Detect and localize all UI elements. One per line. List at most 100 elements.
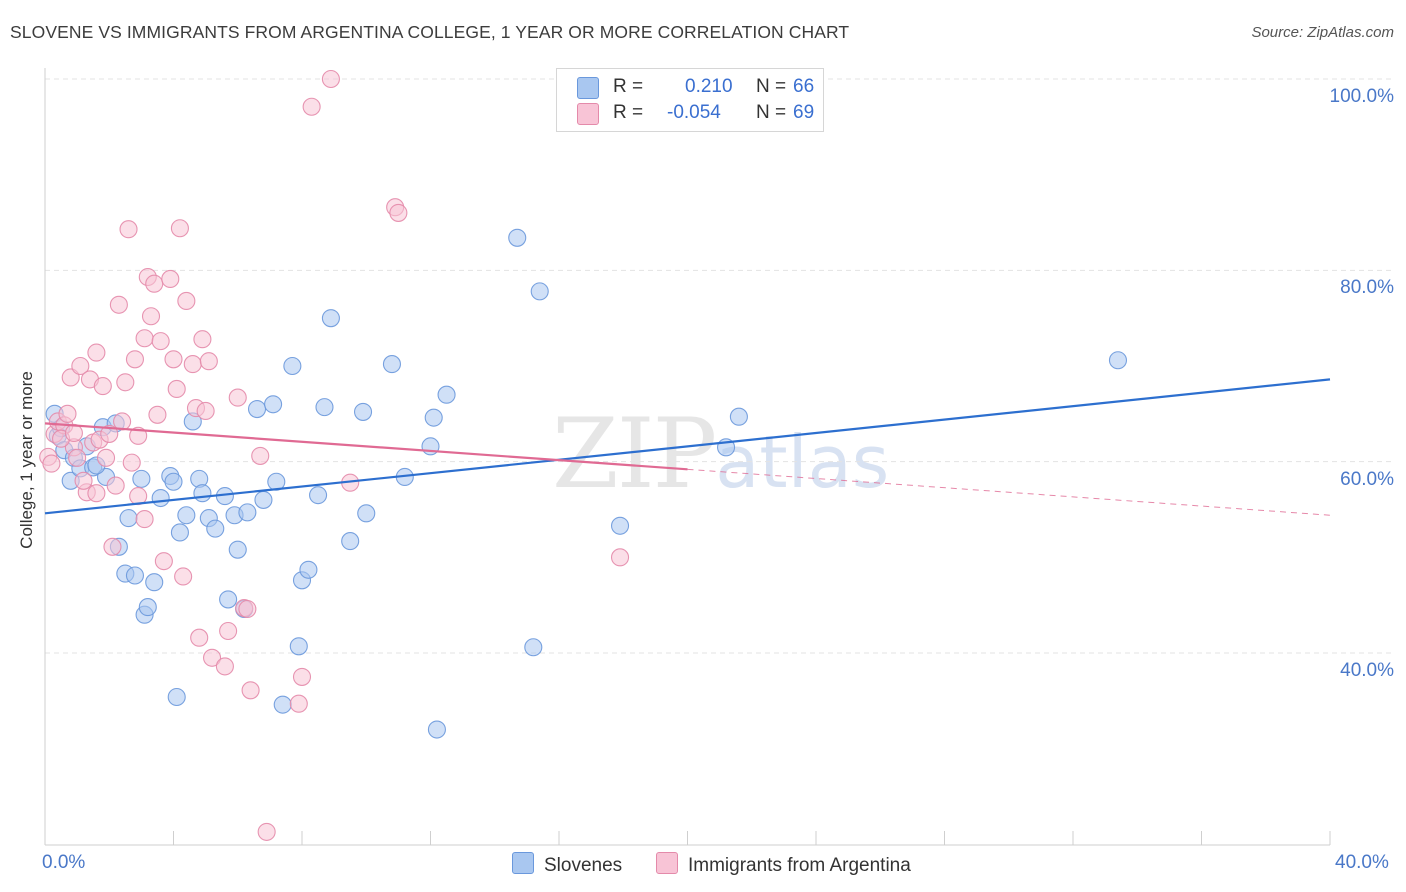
legend-r-label: R = (613, 76, 644, 97)
point-argentina (199, 352, 218, 371)
point-argentina (125, 350, 144, 369)
y-tick-label-80: 80.0% (1340, 277, 1394, 299)
point-slovenes (193, 484, 212, 503)
axis-layer (44, 68, 1331, 846)
point-argentina (64, 423, 83, 443)
point-argentina (71, 356, 90, 376)
point-argentina (228, 388, 247, 407)
point-slovenes (299, 560, 318, 579)
legend-n-value: 69 (793, 102, 815, 123)
points-layer (39, 69, 1128, 841)
point-argentina (87, 343, 106, 362)
point-argentina (145, 274, 164, 293)
point-slovenes (283, 356, 302, 376)
point-slovenes (228, 540, 247, 559)
y-tick-label-40: 40.0% (1340, 660, 1394, 681)
series-legend: Slovenes Immigrants from Argentina (0, 852, 1406, 878)
legend-n-label: N = (756, 102, 787, 123)
point-argentina (174, 567, 193, 586)
point-argentina (109, 295, 128, 314)
point-slovenes (125, 566, 144, 585)
point-argentina (251, 446, 270, 465)
point-slovenes (341, 532, 360, 551)
point-argentina (106, 476, 125, 495)
point-argentina (135, 510, 154, 529)
point-argentina (292, 667, 312, 686)
chart-source: Source: ZipAtlas.com (1251, 24, 1394, 41)
point-slovenes (132, 469, 151, 488)
point-slovenes (177, 506, 196, 525)
point-argentina (219, 621, 238, 641)
point-slovenes (167, 687, 186, 707)
stats-legend: R = 0.210 N = 66 R = -0.054 N = 69 (556, 68, 824, 132)
point-argentina (135, 329, 154, 348)
point-argentina (122, 453, 141, 472)
point-slovenes (321, 309, 340, 328)
point-argentina (321, 69, 340, 89)
point-slovenes (382, 355, 402, 374)
point-argentina (193, 330, 212, 349)
point-argentina (116, 373, 135, 392)
point-slovenes (315, 398, 334, 417)
point-argentina (389, 203, 408, 222)
point-slovenes (357, 504, 376, 523)
legend-r-label: R = (613, 102, 644, 123)
legend-swatch-argentina (577, 103, 599, 125)
point-argentina (164, 350, 183, 369)
point-slovenes (437, 385, 456, 404)
point-slovenes (273, 695, 292, 714)
x-tick-label-min: 0.0% (42, 852, 86, 873)
point-slovenes (524, 638, 543, 657)
legend-label-slovenes: Slovenes (544, 855, 623, 876)
point-argentina (93, 377, 112, 396)
legend-item-argentina: Immigrants from Argentina (656, 852, 911, 877)
point-argentina (148, 405, 167, 424)
point-slovenes (206, 519, 225, 538)
grid-layer (45, 78, 1392, 654)
point-slovenes (119, 509, 138, 528)
point-slovenes (508, 228, 527, 247)
x-tick-label-max: 40.0% (1335, 852, 1389, 873)
point-argentina (119, 220, 138, 239)
point-argentina (154, 552, 173, 571)
point-slovenes (264, 395, 283, 414)
point-argentina (190, 628, 209, 647)
legend-n-value: 66 (793, 76, 815, 97)
y-axis-label: College, 1 year or more (17, 371, 36, 549)
point-argentina (196, 401, 215, 421)
trend-layer (44, 378, 1331, 516)
point-argentina (610, 548, 630, 567)
point-slovenes (530, 282, 549, 301)
trend-line-argentina (44, 422, 688, 471)
point-slovenes (164, 472, 183, 491)
watermark: ZIPatlas (552, 398, 889, 510)
point-argentina (215, 657, 234, 676)
point-slovenes (610, 516, 630, 535)
point-argentina (68, 448, 87, 467)
legend-r-value: -0.054 (667, 102, 721, 123)
point-slovenes (238, 503, 257, 522)
point-argentina (183, 355, 202, 374)
trend-line-argentina-extrapolated (687, 468, 1331, 516)
point-argentina (257, 822, 276, 841)
legend-swatch-argentina (656, 852, 678, 874)
point-argentina (302, 97, 321, 116)
point-slovenes (1108, 351, 1128, 370)
point-argentina (129, 426, 148, 445)
point-slovenes (353, 402, 373, 421)
point-argentina (167, 379, 186, 399)
point-slovenes (289, 637, 308, 656)
point-argentina (161, 269, 180, 288)
point-slovenes (254, 490, 273, 509)
y-tick-label-100: 100.0% (1329, 86, 1394, 107)
y-tick-label-60: 60.0% (1340, 468, 1394, 490)
point-argentina (74, 471, 93, 490)
legend-label-argentina: Immigrants from Argentina (688, 855, 911, 876)
point-argentina (96, 448, 116, 467)
point-argentina (141, 307, 161, 326)
point-argentina (241, 681, 260, 700)
point-slovenes (424, 408, 443, 427)
legend-swatch-slovenes (577, 77, 599, 99)
chart-title: SLOVENE VS IMMIGRANTS FROM ARGENTINA COL… (10, 22, 850, 42)
point-argentina (177, 291, 196, 310)
